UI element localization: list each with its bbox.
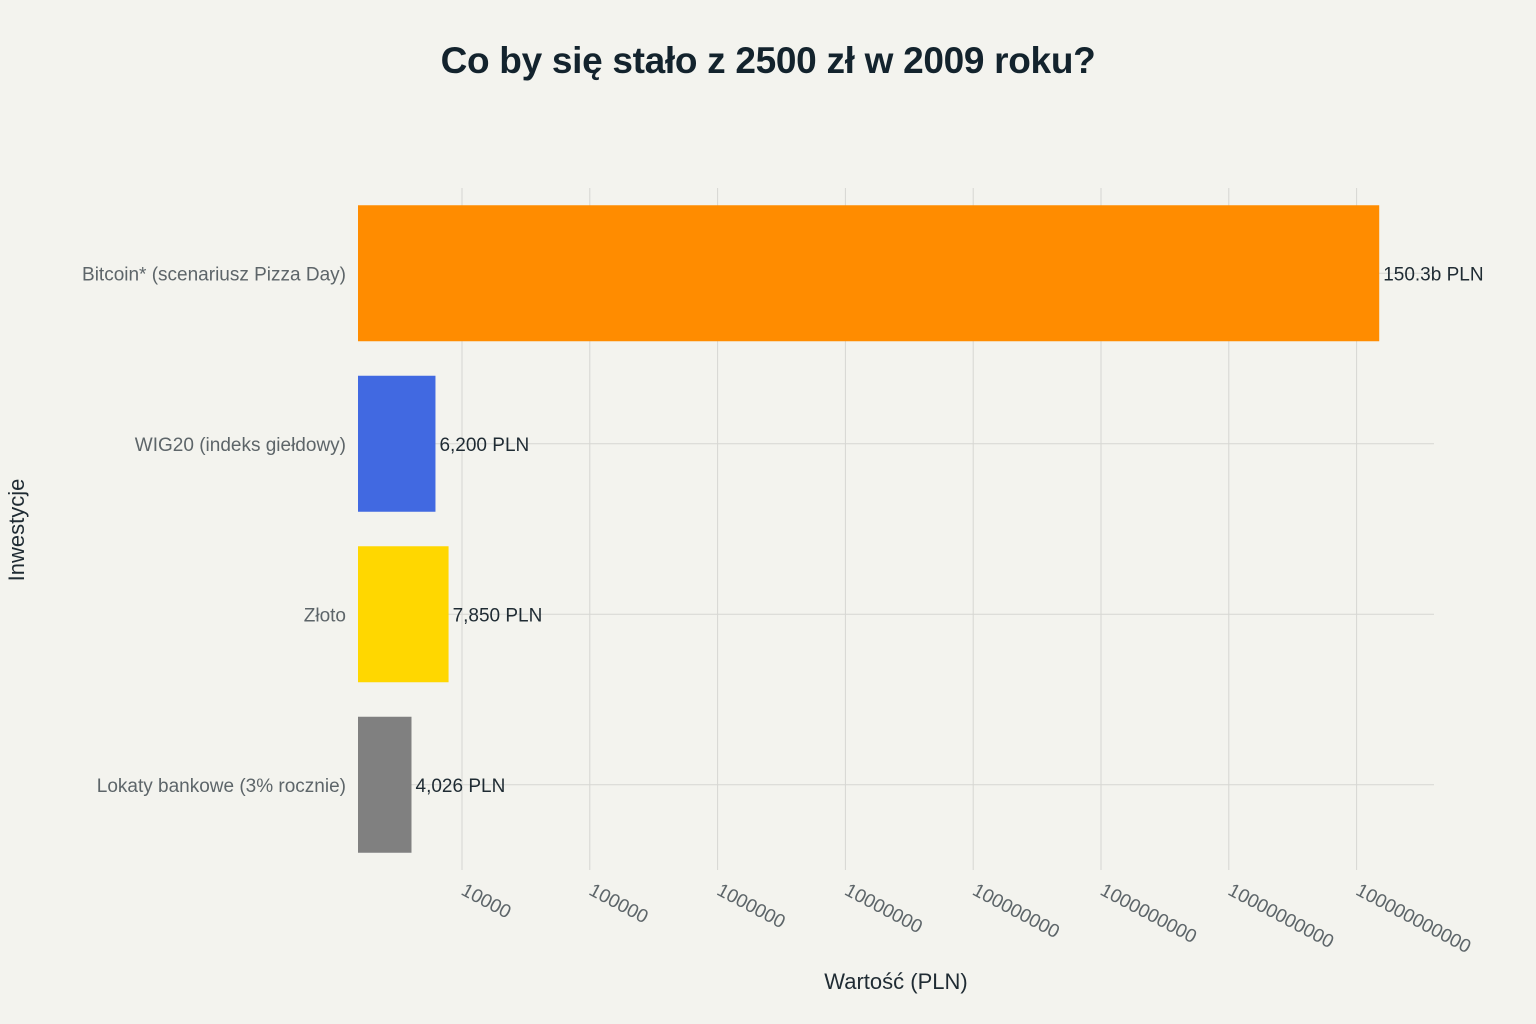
y-axis-title: Inwestycje [4,479,29,582]
x-tick-label: 10000000 [841,880,926,938]
bar [358,716,412,853]
data-label: 4,026 PLN [416,776,506,797]
x-tick-label: 100000 [585,880,651,928]
data-label: 7,850 PLN [453,605,543,626]
x-tick-label: 10000 [458,880,515,923]
category-label: Złoto [304,605,346,626]
bar [358,375,436,512]
x-axis-title: Wartość (PLN) [824,969,967,994]
bar [358,546,449,683]
x-tick-label: 100000000 [969,880,1063,943]
x-tick-label: 10000000000 [1224,880,1337,953]
bar [358,205,1380,342]
labels: 10000 100000 1000000 10000000 100000000 10000… [82,264,1484,958]
chart-title: Co by się stało z 2500 zł w 2009 roku? [440,40,1096,81]
x-tick-label: 1000000 [713,880,788,933]
category-label: Lokaty bankowe (3% rocznie) [97,776,346,797]
category-label: WIG20 (indeks giełdowy) [135,435,346,456]
data-label: 150.3b PLN [1383,264,1483,285]
x-tick-label: 1000000000 [1097,880,1200,948]
x-tick-label: 100000000000 [1352,880,1474,958]
category-label: Bitcoin* (scenariusz Pizza Day) [82,264,346,285]
data-label: 6,200 PLN [439,435,529,456]
bars [358,205,1380,853]
